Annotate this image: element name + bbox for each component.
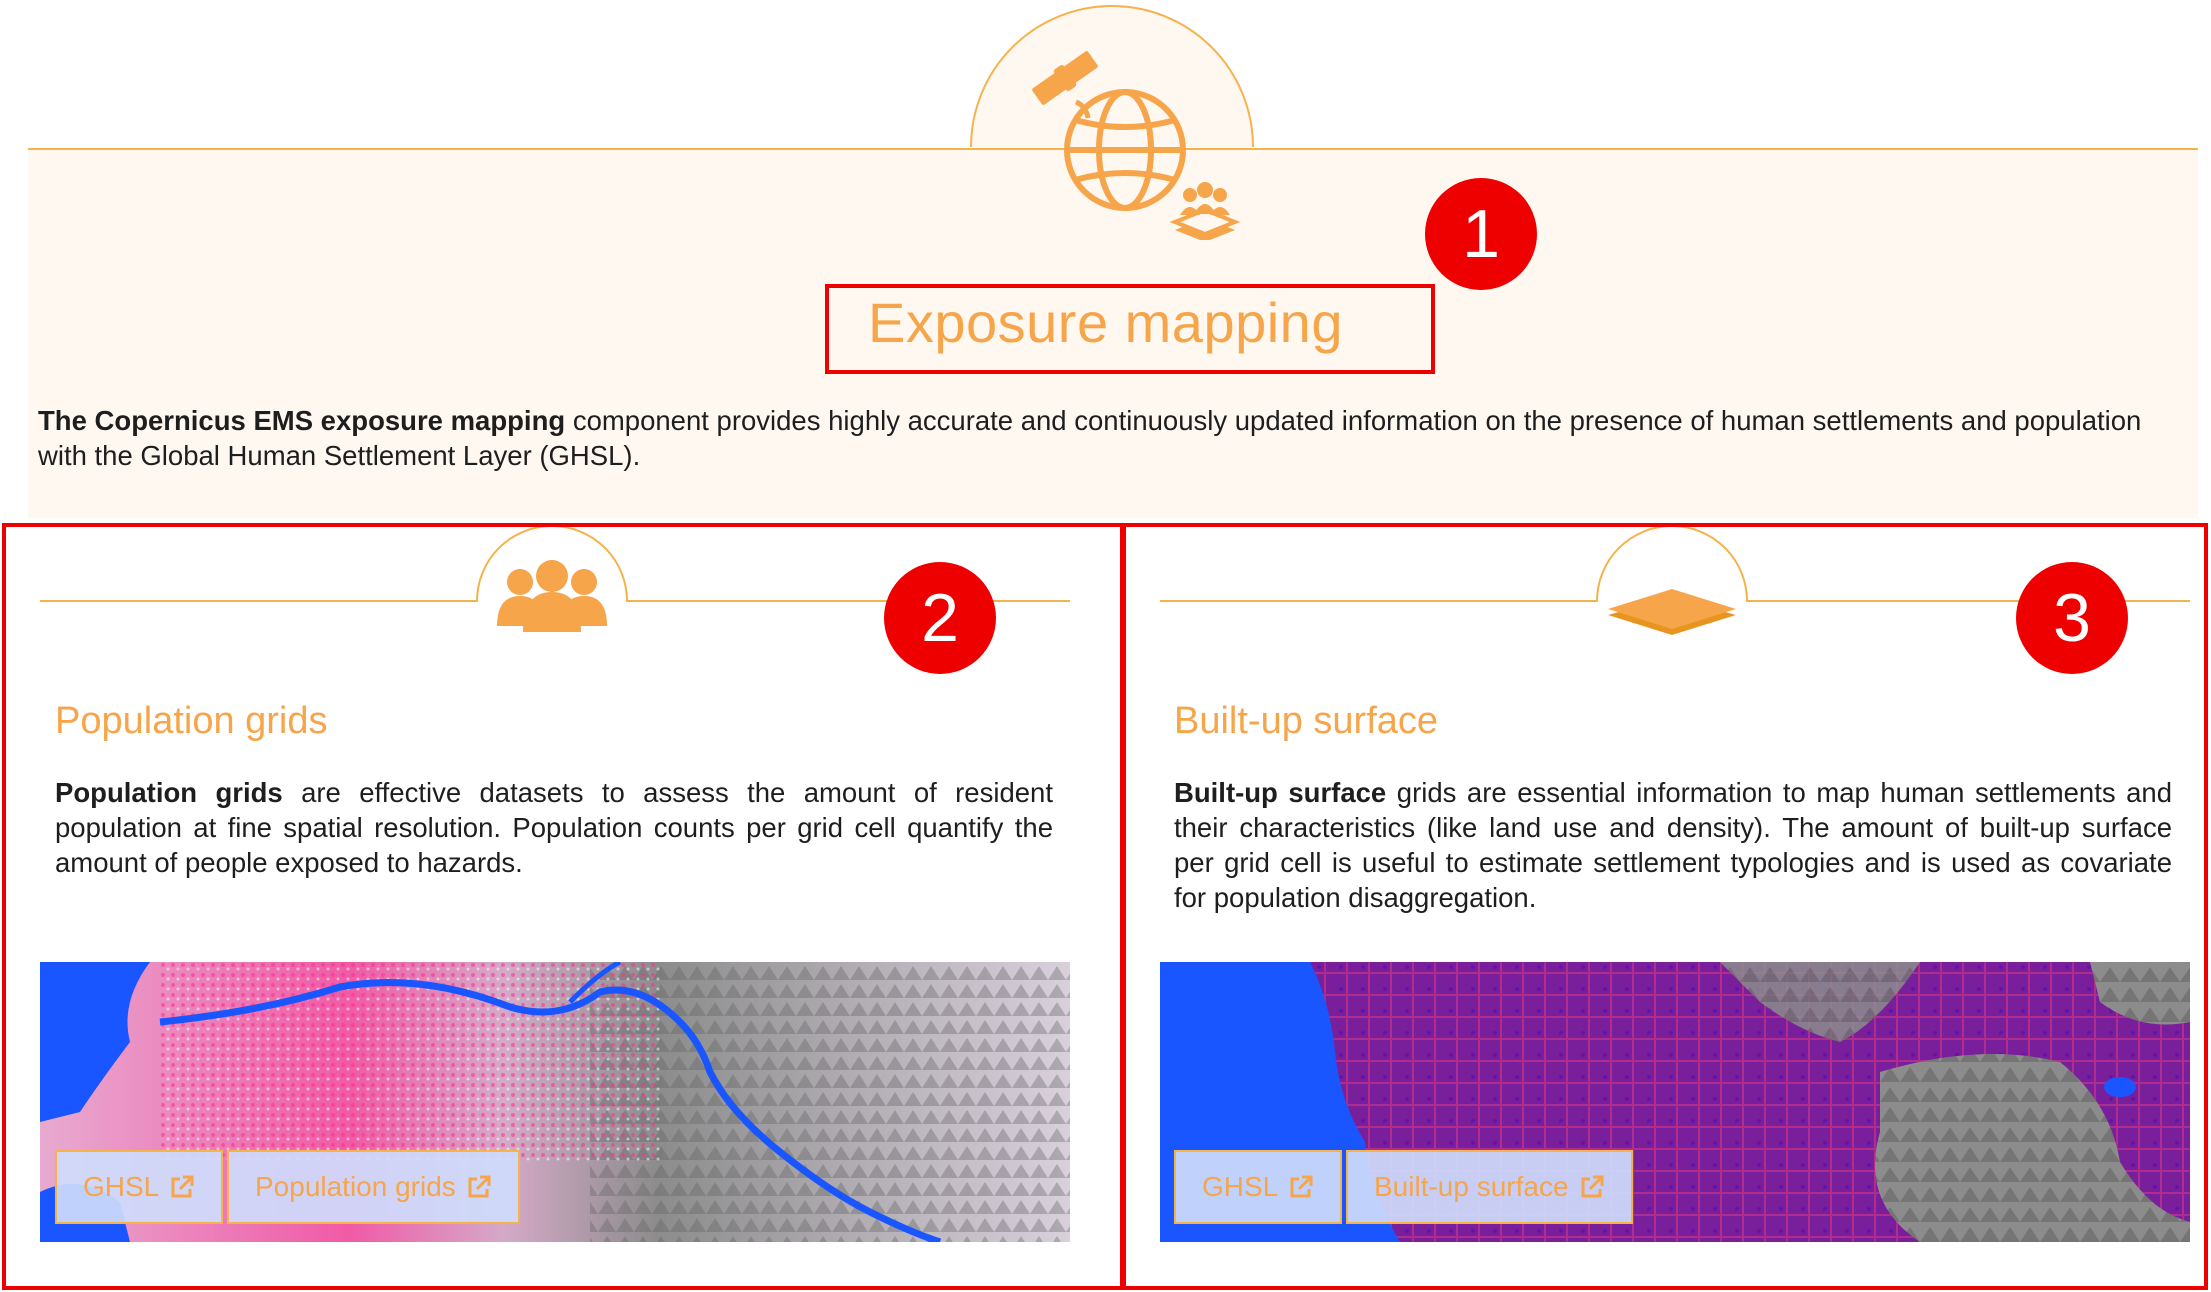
annotation-box-1 (825, 284, 1435, 374)
card-title-built-up-surface: Built-up surface (1174, 700, 1439, 742)
external-link-icon (1290, 1175, 1313, 1198)
card-text-population-grids: Population grids are effective datasets … (55, 775, 1053, 880)
layer-stack-icon (1608, 589, 1736, 635)
external-link-icon (468, 1175, 491, 1198)
population-grids-link-button[interactable]: Population grids (227, 1150, 520, 1224)
annotation-badge-2: 2 (884, 562, 996, 674)
section-title: Exposure mapping (868, 291, 1343, 354)
card-text-built-up-surface: Built-up surface grids are essential inf… (1174, 775, 2172, 915)
annotation-box-3 (1120, 523, 2208, 1290)
button-label: GHSL (1202, 1171, 1279, 1202)
card-text-bold: Built-up surface (1174, 777, 1387, 808)
annotation-box-2 (2, 523, 1126, 1290)
people-group-icon (497, 560, 607, 632)
satellite-globe-population-icon (1032, 51, 1240, 240)
card-text-bold: Population grids (55, 777, 283, 808)
section-description: The Copernicus EMS exposure mapping comp… (38, 403, 2178, 473)
built-up-surface-link-button[interactable]: Built-up surface (1346, 1150, 1633, 1224)
annotation-badge-3: 3 (2016, 562, 2128, 674)
card-text-body: are effective datasets to assess the amo… (55, 777, 1053, 878)
button-label: Built-up surface (1374, 1171, 1569, 1202)
card-text-body: grids are essential information to map h… (1174, 777, 2173, 913)
card-title-population-grids: Population grids (55, 700, 328, 742)
external-link-icon (171, 1175, 194, 1198)
external-link-icon (1581, 1175, 1604, 1198)
section-description-text: component provides highly accurate and c… (38, 405, 2142, 471)
annotation-badge-1: 1 (1425, 178, 1537, 290)
ghsl-link-button[interactable]: GHSL (55, 1150, 224, 1224)
section-description-bold: The Copernicus EMS exposure mapping (38, 405, 566, 436)
button-label: Population grids (255, 1171, 456, 1202)
ghsl-link-button[interactable]: GHSL (1174, 1150, 1343, 1224)
population-grid-map-image (40, 962, 1070, 1242)
button-label: GHSL (83, 1171, 160, 1202)
